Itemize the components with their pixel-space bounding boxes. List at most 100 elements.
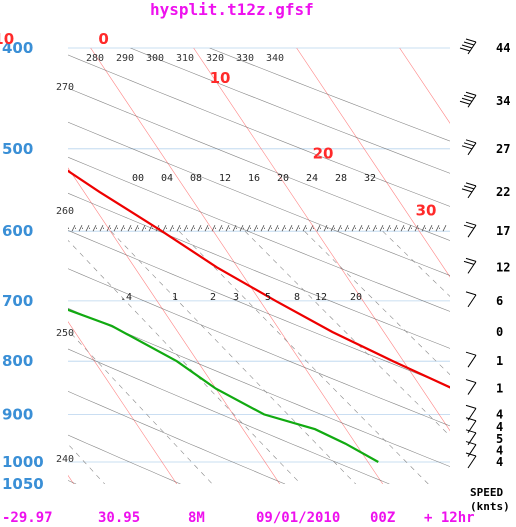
hatch-tick [302,225,307,232]
hatch-tick [351,225,356,232]
wind-barb-flag [461,188,473,193]
mixing-ratio-label: 04 [161,173,173,184]
wind-barb-flag [463,94,475,99]
hatch-tick [190,225,195,232]
wind-barb-flag [465,182,477,187]
mixing-ratio-label: 28 [335,173,347,184]
theta-label-left: 260 [56,206,74,217]
wind-barb-staff [467,224,477,238]
dry-adiabat-line [68,268,450,427]
hatch-tick [162,225,167,232]
mixing-ratio-line [244,230,450,437]
dry-adiabat-line [68,87,450,241]
mixing-ratio-line [304,230,450,376]
hatch-tick [92,225,97,232]
hatch-tick [225,225,230,232]
wind-barb-flag [459,100,471,105]
mixing-ratio-label-700: 12 [315,292,327,303]
hatch-tick [295,225,300,232]
isotherms [68,48,450,484]
mixing-ratio-label-700: 20 [350,292,362,303]
hatch-tick [169,225,174,232]
temperature-tick-label-side: 10 [210,69,231,87]
hatch-tick [344,225,349,232]
wind-barb-staff [467,444,477,457]
hatch-tick [372,225,377,232]
wind-barb-flag [465,351,477,356]
wind-barb-flag [459,47,471,52]
isotherm-line [90,48,384,484]
hatch-tick [253,225,258,232]
theta-label: 310 [176,53,194,64]
isotherm-line [193,48,450,432]
wind-speed-value: 17 [496,224,510,238]
hatch-tick [379,225,384,232]
hatch-tick [127,225,132,232]
wind-barb-flag [465,404,477,409]
wind-speed-value: 1 [496,354,503,368]
mixing-ratio-label: 00 [132,173,144,184]
pressure-tick-label: 800 [2,352,33,370]
wind-barb-staff [467,294,477,308]
hatch-tick [386,225,391,232]
theta-label-left: 250 [56,328,74,339]
wind-speed-value: 22 [496,185,510,199]
wind-speed-value: 34 [496,94,510,108]
wind-barb-flag [461,145,473,150]
wind-speed-value: 27 [496,142,510,156]
hatch-tick [365,225,370,232]
wind-barb-flag [465,38,477,43]
hatch-tick [239,225,244,232]
hatch-tick [85,225,90,232]
hatch-tick [78,225,83,232]
hatch-tick [204,225,209,232]
wind-barb-flag [465,139,477,144]
dry-adiabat-line [68,156,450,312]
mixing-ratio-line [68,239,302,484]
hatch-tick [428,225,433,232]
hatch-tick [358,225,363,232]
temperature-tick-label: 0 [98,30,108,48]
mixing-ratio-label: 32 [364,173,376,184]
mixing-ratio-label-700: 8 [294,292,300,303]
theta-label: 330 [236,53,254,64]
isotherm-line [296,48,450,278]
hatch-tick [148,225,153,232]
isotherm-line [399,48,450,124]
hatch-tick [316,225,321,232]
wind-barb-flag [463,41,475,46]
pressure-tick-label: 1050 [2,475,44,493]
wind-barb-flag [465,379,477,384]
wind-speed-value: 5 [496,432,503,446]
axis-labels: 40050060070080090010001050-60-50-40-30-2… [0,30,437,493]
hatch-tick [309,225,314,232]
theta-label: 300 [146,53,164,64]
hatch-tick [141,225,146,232]
hatch-tick [176,225,181,232]
theta-label-left: 270 [56,82,74,93]
hatch-tick [246,225,251,232]
footer-lat: -29.97 [2,510,53,526]
wind-barb-flag [463,224,475,229]
temperature-tick-label-side: 20 [313,145,334,163]
hatch-tick [337,225,342,232]
theta-label-left: 240 [56,454,74,465]
pressure-tick-label: 400 [2,39,33,57]
wind-barb-staff [467,455,477,469]
hatch-tick [281,225,286,232]
dry-adiabat-line [68,192,450,349]
wind-barb-flag [465,91,477,96]
hatch-tick [260,225,265,232]
mixing-ratio-label: 08 [190,173,202,184]
wind-speed-value: 44 [496,41,510,55]
wind-speed-value: 12 [496,260,510,274]
profiles [68,169,450,463]
wind-speed-value: 4 [496,420,503,434]
temperature-tick-label-side: 30 [416,202,437,220]
hatch-tick [120,225,125,232]
wind-barb-staff [467,261,477,274]
isotherm-line [68,167,281,484]
wind-speed-value: 4 [496,407,503,421]
hatch-tick [99,225,104,232]
